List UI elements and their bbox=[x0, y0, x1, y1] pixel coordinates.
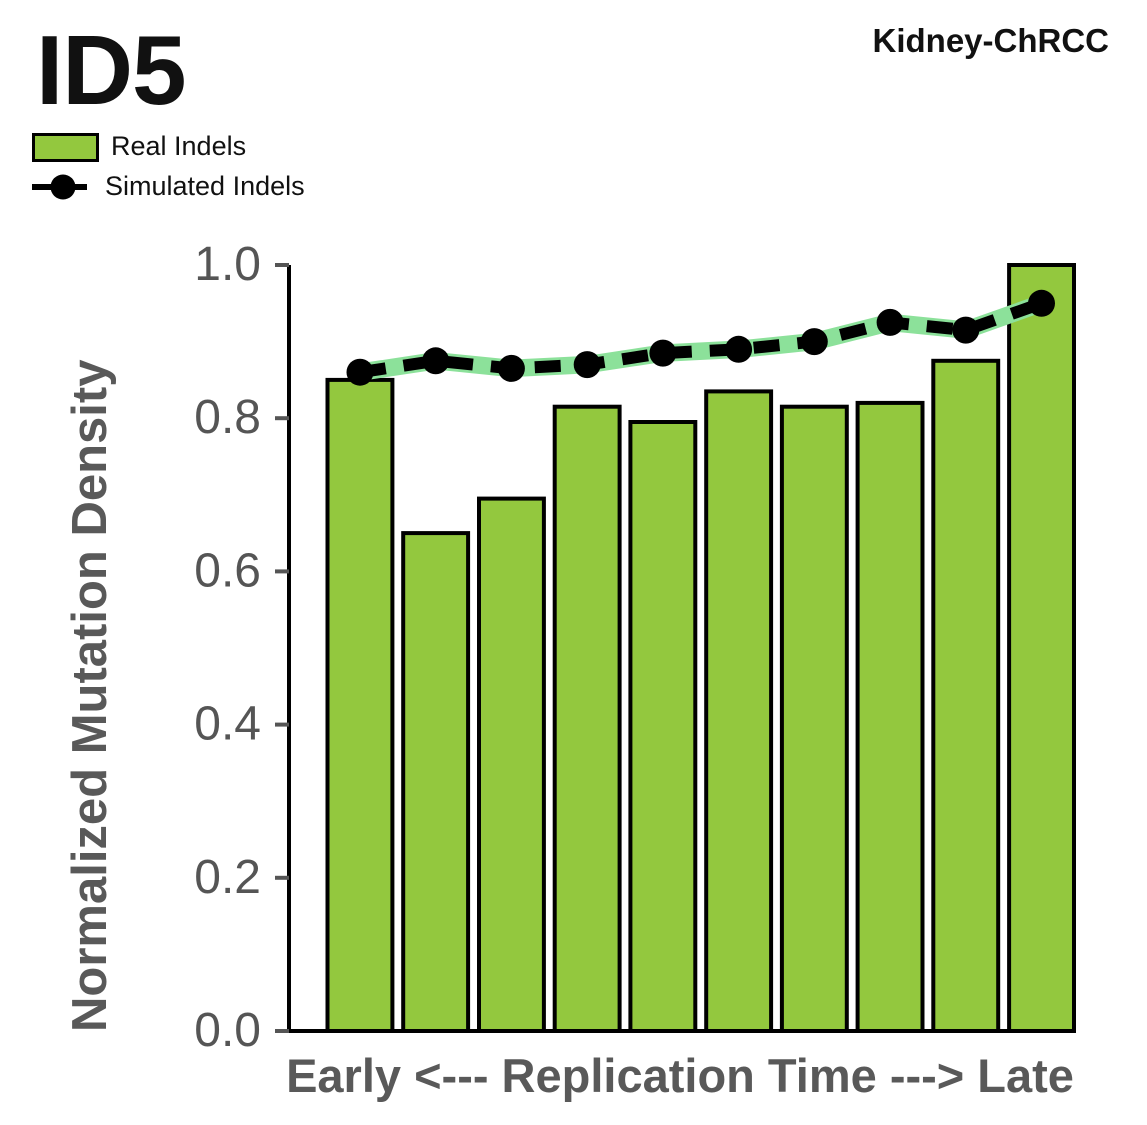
svg-text:0.4: 0.4 bbox=[194, 698, 261, 751]
svg-text:0.2: 0.2 bbox=[194, 851, 261, 904]
svg-text:0.8: 0.8 bbox=[194, 391, 261, 444]
svg-text:1.0: 1.0 bbox=[194, 238, 261, 291]
svg-text:0.0: 0.0 bbox=[194, 1004, 261, 1057]
svg-text:0.6: 0.6 bbox=[194, 544, 261, 597]
